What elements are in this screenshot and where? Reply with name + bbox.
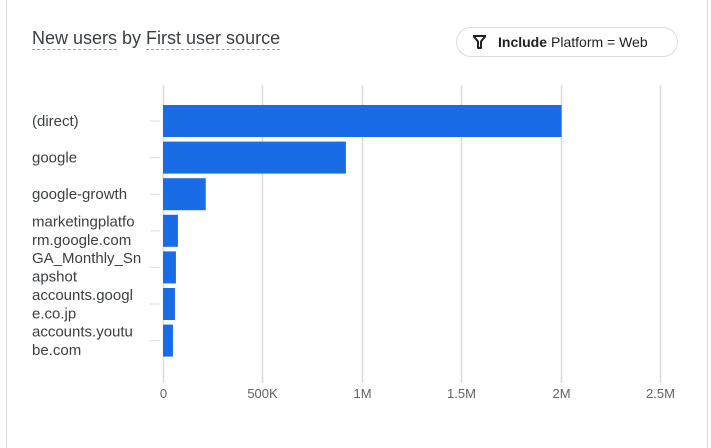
filter-condition: Platform = Web [551, 34, 648, 50]
chart-card [6, 0, 708, 448]
x-axis-labels: 0 500K 1M 1.5M 2M 2.5M [160, 386, 675, 401]
category-label: google [32, 150, 77, 167]
bar[interactable] [163, 251, 176, 284]
chart-title: New users by First user source [32, 28, 281, 50]
category-label-line: apshot [32, 269, 78, 286]
dimension-selector[interactable]: First user source [146, 28, 281, 50]
title-by-text: by [122, 28, 142, 48]
category-label-line: be.com [32, 342, 81, 359]
filter-keyword: Include [498, 34, 548, 50]
category-label-line: GA_Monthly_Sn [32, 250, 141, 267]
x-tick-label: 1.5M [447, 386, 476, 401]
bar[interactable] [163, 141, 346, 174]
bar[interactable] [163, 214, 178, 247]
category-label-line: accounts.googl [32, 287, 133, 304]
category-labels: (direct) google google-growth marketingplat… [32, 113, 141, 359]
x-tick-label: 0 [160, 386, 167, 401]
bar[interactable] [163, 288, 175, 320]
category-label-line: marketingplatfo [32, 214, 135, 231]
x-tick-label: 1M [353, 386, 371, 401]
category-label: accounts.youtu be.com [32, 323, 133, 359]
category-label: (direct) [32, 113, 79, 130]
metric-selector[interactable]: New users [32, 28, 118, 50]
bar[interactable] [163, 178, 206, 211]
x-tick-label: 500K [247, 386, 278, 401]
bar[interactable] [163, 324, 173, 357]
category-label: marketingplatfo rm.google.com [32, 214, 135, 250]
bar[interactable] [163, 105, 562, 137]
category-label-line: google [32, 150, 77, 167]
x-tick-label: 2M [552, 386, 570, 401]
bars [163, 105, 562, 357]
filter-icon [472, 35, 487, 49]
x-tick-label: 2.5M [646, 386, 675, 401]
category-label-line: e.co.jp [32, 305, 76, 322]
filter-chip[interactable]: Include Platform = Web [456, 27, 678, 57]
category-label: accounts.googl e.co.jp [32, 287, 133, 323]
category-label: google-growth [32, 186, 127, 203]
category-label-line: accounts.youtu [32, 323, 133, 340]
category-label-line: google-growth [32, 186, 127, 203]
category-label-line: (direct) [32, 113, 79, 130]
category-label-line: rm.google.com [32, 232, 131, 249]
